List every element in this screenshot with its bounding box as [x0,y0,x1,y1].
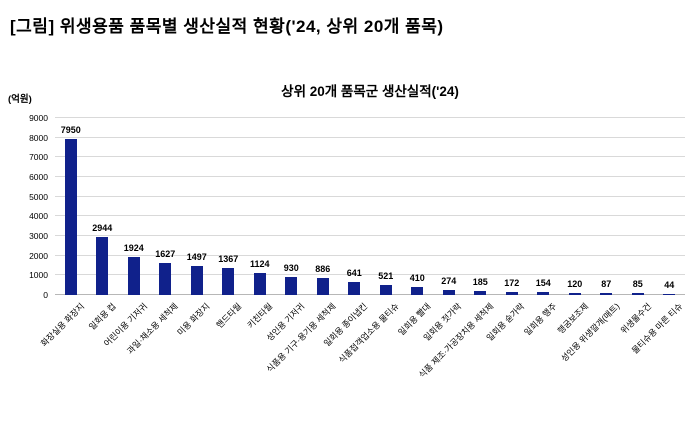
x-category-label: 식품접객업소용 물티슈 [336,301,401,366]
bar-value-label: 154 [535,277,551,288]
bar-value-label: 87 [601,279,612,290]
bar-value-label: 521 [378,270,394,281]
bar-6 [222,268,235,295]
bar-14 [474,291,487,295]
bar-value-label: 85 [632,279,643,290]
gridline-9000 [55,117,685,118]
gridline-1000 [55,274,685,276]
bar-value-label: 930 [283,262,299,273]
y-tick-label: 6000 [29,172,48,182]
bar-15 [505,291,518,295]
y-tick-label: 2000 [29,250,48,261]
bar-value-label: 7950 [60,124,81,135]
bar-value-label: 1627 [155,249,176,260]
x-category-label: 미용 화장지 [175,301,212,338]
bar-value-label: 172 [504,277,520,288]
y-tick-label: 3000 [29,231,48,241]
bar-value-label: 1497 [186,251,207,262]
x-category-label: 화장실용 화장지 [38,301,86,349]
gridline-2000 [55,254,685,256]
bar-20 [663,294,676,295]
y-axis: 0 1000 2000 3000 4000 5000 6000 7000 8000 9000 [10,113,48,300]
plot-area: 화장실용 화장지 일회용 컵 어린이용 기저귀 과일·채소용 세척제 미용 화장지 핸드타… [38,117,685,380]
gridline-4000 [55,215,685,217]
x-axis-labels: 화장실용 화장지 일회용 컵 어린이용 기저귀 과일·채소용 세척제 미용 화장지 핸드타… [38,295,685,430]
bar-11 [379,284,392,295]
x-category-label: 성인용 위생깔개(매트) [558,301,622,364]
bar-7 [253,272,266,295]
y-tick-label: 5000 [29,191,48,202]
y-tick-label: 8000 [29,132,48,143]
bar-value-label: 44 [664,280,675,290]
y-tick-label: 0 [43,290,48,300]
gridline-0 [55,294,685,295]
bar-16 [537,291,550,295]
x-category-label: 핸드타월 [214,301,244,331]
bar-value-label: 1124 [249,258,270,269]
bar-10 [348,282,361,295]
chart-title: 상위 20개 품목군 생산실적('24) [281,84,459,99]
figure-caption: [그림] 위생용품 품목별 생산실적 현황('24, 상위 20개 품목) [10,17,444,36]
bar-19 [631,293,644,295]
y-tick-label: 4000 [29,211,48,222]
x-category-label: 일회용 컵 [86,301,118,332]
gridline-5000 [55,195,685,197]
bar-value-label: 410 [409,272,425,283]
x-category-label: 키친타월 [245,301,275,331]
bar-17 [568,292,581,295]
bar-value-label: 1367 [218,254,239,265]
x-category-label: 일회용 행주 [521,301,559,338]
y-tick-label: 1000 [29,270,48,281]
bar-value-label: 641 [346,268,362,279]
gridline-8000 [55,136,685,138]
y-tick-label: 9000 [29,113,48,123]
gridline-3000 [55,235,685,236]
y-axis-unit-label: (억원) [8,94,32,105]
bar-value-label: 886 [315,263,331,274]
bar-13 [442,289,455,295]
bar-8 [285,276,298,295]
bar-5 [190,265,203,295]
bar-2 [96,237,109,295]
bar-value-label: 120 [567,278,583,289]
bar-1 [64,138,77,295]
bar-12 [411,286,424,295]
gridline-7000 [55,156,685,158]
y-tick-label: 7000 [29,152,48,163]
bar-3 [127,257,140,295]
bar-value-label: 2944 [92,223,113,234]
bar-4 [159,263,172,295]
bar-9 [316,277,329,295]
bar-18 [600,293,613,295]
bar-value-label: 274 [441,275,457,286]
bar-value-label: 1924 [123,243,144,254]
bar-value-label: 185 [472,277,488,288]
gridline-6000 [55,176,685,177]
